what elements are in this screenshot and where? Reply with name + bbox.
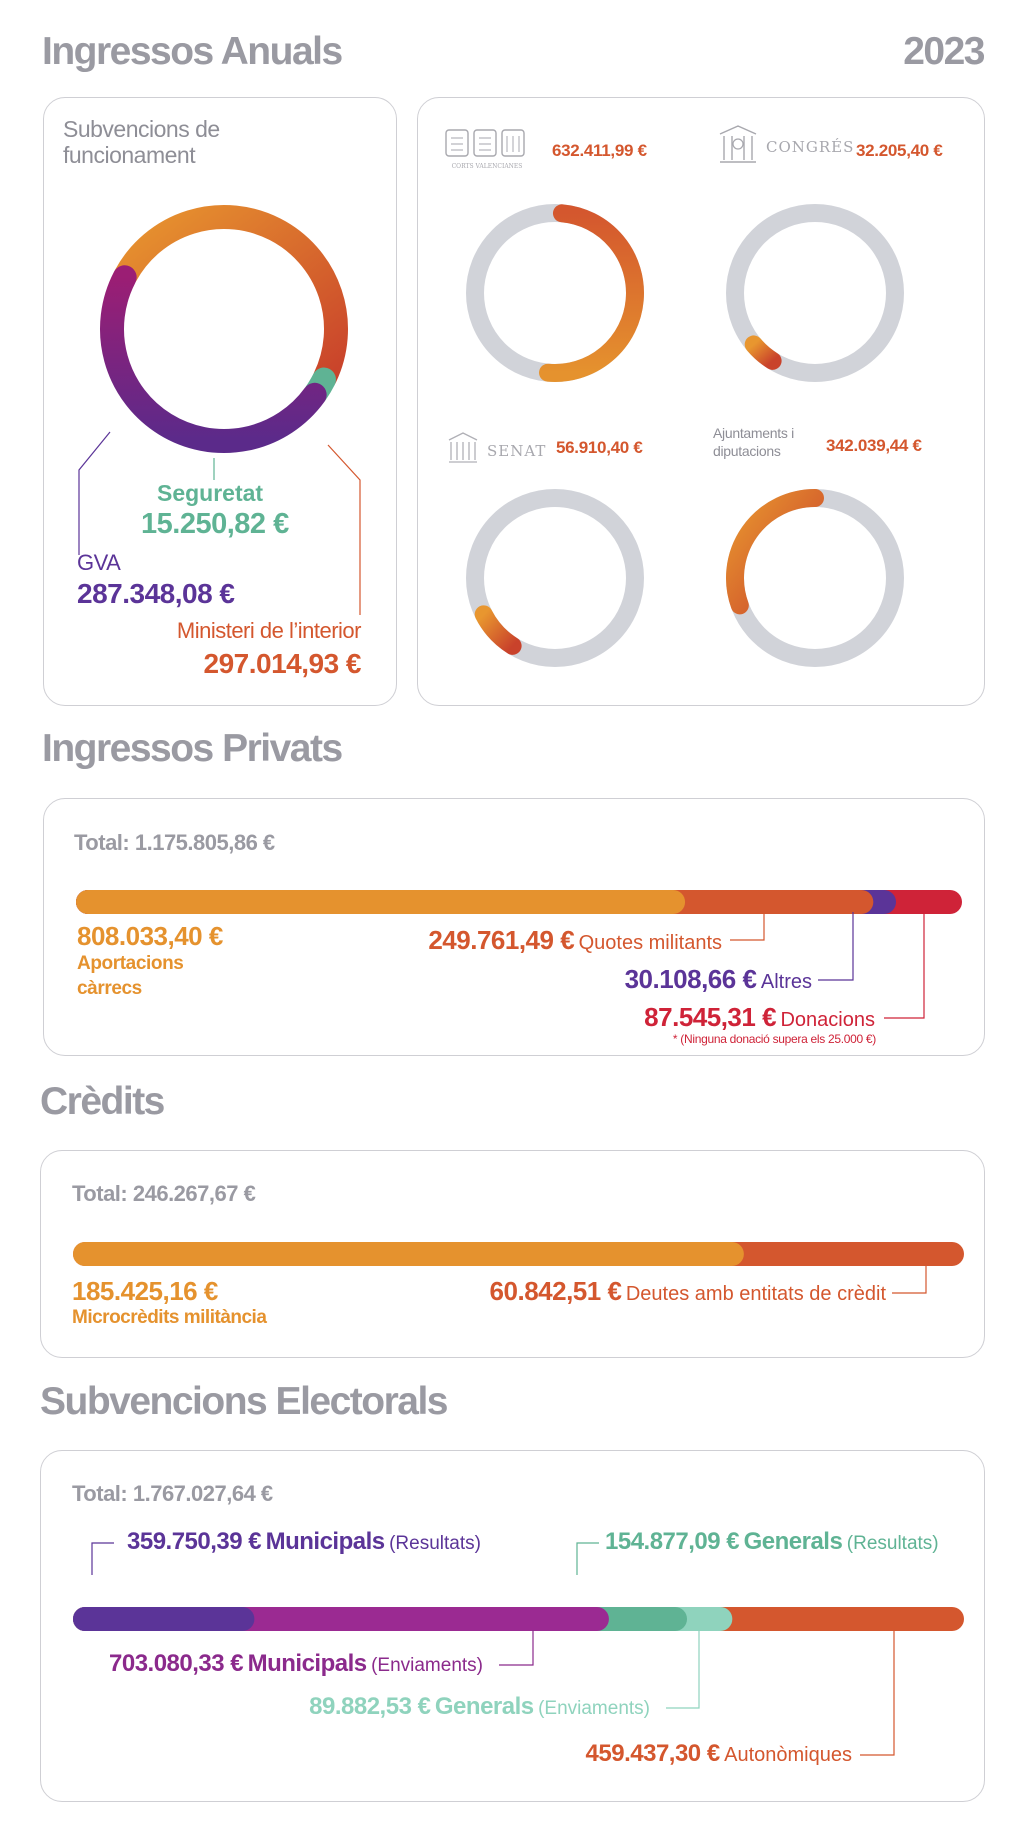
- ministeri-label: Ministeri de l’interior: [176, 618, 362, 643]
- gva-value: 287.348,08 €: [77, 578, 235, 609]
- section-title-credits: Crèdits: [40, 1080, 165, 1123]
- micro-name: Microcrèdits militància: [72, 1307, 267, 1328]
- mun-env-value: 703.080,33 €: [109, 1650, 244, 1677]
- donacions-name: Donacions: [780, 1009, 875, 1031]
- gva-label: GVA: [77, 550, 121, 575]
- seguretat-value: 15.250,82 €: [141, 508, 289, 540]
- privats-total: Total: 1.175.805,86 €: [74, 830, 275, 855]
- aportacions-label: Aportacions càrrecs: [77, 952, 184, 1001]
- credits-total: Total: 246.267,67 €: [72, 1181, 256, 1206]
- aportacions-value: 808.033,40 €: [77, 921, 223, 951]
- gen-res-tag: (Resultats): [846, 1533, 939, 1554]
- year-label: 2023: [903, 30, 985, 73]
- mun-res-value: 359.750,39 €: [127, 1528, 262, 1555]
- quotes-name: Quotes militants: [578, 932, 722, 954]
- ring-arc-congr-s: [744, 335, 782, 370]
- gen-env-tag: (Enviaments): [538, 1698, 650, 1719]
- electorals-total: Total: 1.767.027,64 €: [72, 1481, 273, 1506]
- ajuntaments-label: Ajuntaments i diputacions: [713, 425, 794, 460]
- donacions-note: * (Ninguna donació supera els 25.000 €): [672, 1032, 876, 1046]
- senat-logo-text: SENAT: [487, 442, 546, 460]
- institution-rings-chart: [466, 204, 904, 667]
- deutes-name: Deutes amb entitats de crèdit: [625, 1283, 886, 1305]
- congres-logo: CONGRÉS: [716, 124, 856, 168]
- ajuntaments-line2: diputacions: [713, 442, 781, 459]
- ajuntaments-line1: Ajuntaments i: [713, 425, 794, 441]
- gen-env-name: Generals: [434, 1693, 534, 1720]
- altres-value: 30.108,66 €: [624, 964, 757, 994]
- mun-res-name: Municipals: [265, 1528, 386, 1555]
- gen-res-label: 154.877,09 € Generals (Resultats): [605, 1528, 939, 1556]
- mun-env-name: Municipals: [247, 1650, 368, 1677]
- ring-arc-ajuntaments-i-diputacions: [726, 489, 824, 615]
- congres-value: 32.205,40 €: [856, 141, 943, 160]
- mun-env-tag: (Enviaments): [371, 1655, 483, 1676]
- senat-value: 56.910,40 €: [556, 438, 643, 457]
- senat-logo: SENAT: [447, 430, 547, 466]
- donacions-label: 87.545,31 € Donacions: [644, 1002, 875, 1033]
- auto-name: Autonòmiques: [724, 1744, 852, 1766]
- ministeri-slice: [113, 205, 348, 390]
- gva-slice: [100, 265, 327, 453]
- ajuntaments-value: 342.039,44 €: [826, 436, 922, 455]
- deutes-label: 60.842,51 € Deutes amb entitats de crèdi…: [489, 1276, 886, 1307]
- funcionament-donut-chart: [78, 205, 361, 615]
- section-title-electorals: Subvencions Electorals: [40, 1380, 449, 1423]
- auto-label: 459.437,30 € Autonòmiques: [586, 1740, 852, 1768]
- quotes-value: 249.761,49 €: [428, 925, 575, 955]
- ministeri-value: 297.014,93 €: [203, 648, 362, 679]
- ring-arc-senat: [474, 605, 522, 655]
- auto-value: 459.437,30 €: [585, 1740, 721, 1767]
- mun-env-label: 703.080,33 € Municipals (Enviaments): [109, 1650, 483, 1678]
- mun-res-label: 359.750,39 € Municipals (Resultats): [127, 1528, 481, 1556]
- corts-value: 632.411,99 €: [552, 141, 647, 160]
- funcionament-title-line2: funcionament: [63, 142, 196, 169]
- corts-logo-text: CORTS VALENCIANES: [452, 163, 523, 170]
- altres-label: 30.108,66 € Altres: [624, 964, 812, 995]
- funcionament-donut: [100, 205, 348, 453]
- gen-env-label: 89.882,53 € Generals (Enviaments): [309, 1693, 650, 1721]
- ministeri-leader-line: [327, 444, 361, 615]
- section-title-privats: Ingressos Privats: [42, 727, 343, 770]
- gva-leader-line: [78, 431, 111, 555]
- seguretat-label: Seguretat: [157, 480, 264, 506]
- funcionament-card: [43, 97, 397, 706]
- aportacions-line2: càrrecs: [77, 977, 142, 999]
- ajuntaments-ring: [726, 489, 904, 667]
- senat-ring: [466, 489, 644, 667]
- aportacions-line1: Aportacions: [77, 953, 184, 974]
- ring-arc-corts-valencianes: [539, 204, 644, 382]
- funcionament-title: Subvencions de funcionament: [63, 116, 220, 169]
- micro-value: 185.425,16 €: [72, 1276, 218, 1306]
- mun-res-tag: (Resultats): [389, 1533, 481, 1554]
- funcionament-title-line1: Subvencions de: [63, 116, 220, 142]
- quotes-label: 249.761,49 € Quotes militants: [428, 925, 722, 956]
- altres-name: Altres: [760, 971, 812, 993]
- section-title-anuals: Ingressos Anuals: [42, 30, 343, 73]
- gen-res-value: 154.877,09 €: [605, 1528, 740, 1555]
- ring-track: [466, 489, 644, 667]
- ring-track: [726, 204, 904, 382]
- corts-valencianes-logo: CORTS VALENCIANES: [444, 128, 530, 170]
- gen-env-value: 89.882,53 €: [309, 1693, 431, 1720]
- corts-ring: [466, 204, 644, 382]
- donacions-value: 87.545,31 €: [644, 1002, 777, 1032]
- gen-res-name: Generals: [743, 1528, 843, 1555]
- deutes-value: 60.842,51 €: [489, 1276, 622, 1306]
- congres-logo-text: CONGRÉS: [766, 138, 854, 156]
- congres-ring: [726, 204, 904, 382]
